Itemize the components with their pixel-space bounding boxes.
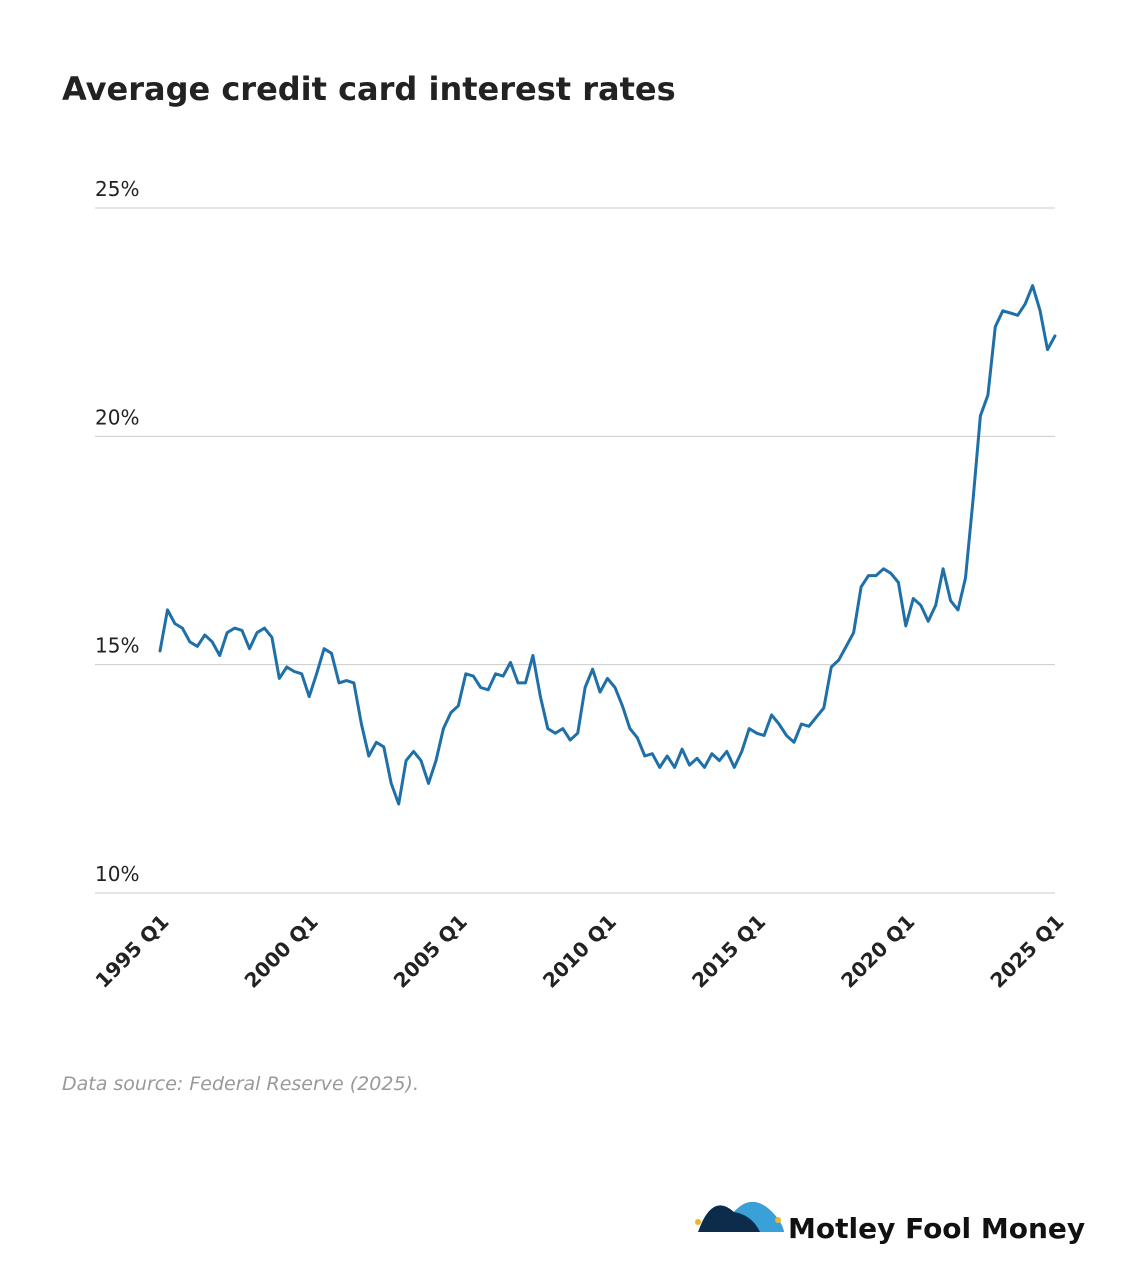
logo-dot	[775, 1217, 781, 1223]
y-tick-label: 10%	[95, 862, 139, 886]
y-tick-label: 25%	[95, 177, 139, 201]
logo-dot	[695, 1219, 701, 1225]
x-tick-label: 2015 Q1	[687, 910, 770, 993]
data-line	[158, 284, 1057, 806]
source-note: Data source: Federal Reserve (2025).	[62, 1073, 419, 1095]
x-tick-label: 2025 Q1	[985, 910, 1068, 993]
brand-logo: Motley Fool Money	[695, 1202, 1085, 1245]
logo-mark	[734, 1202, 784, 1232]
x-tick-label: 2000 Q1	[240, 910, 323, 993]
x-tick-label: 1995 Q1	[90, 910, 173, 993]
x-tick-label: 2010 Q1	[538, 910, 621, 993]
x-tick-label: 2005 Q1	[389, 910, 472, 993]
x-tick-label: 2020 Q1	[836, 910, 919, 993]
brand-name: Motley Fool Money	[788, 1212, 1085, 1245]
y-tick-label: 15%	[95, 634, 139, 658]
y-tick-label: 20%	[95, 405, 139, 429]
chart-title: Average credit card interest rates	[62, 70, 676, 108]
